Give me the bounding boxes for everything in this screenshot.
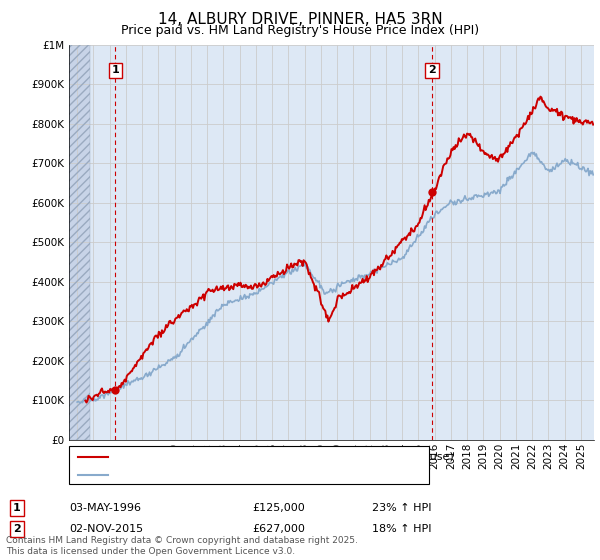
Bar	[69, 45, 90, 440]
Text: 14, ALBURY DRIVE, PINNER, HA5 3RN (semi-detached house): 14, ALBURY DRIVE, PINNER, HA5 3RN (semi-…	[114, 452, 454, 462]
Text: 18% ↑ HPI: 18% ↑ HPI	[372, 524, 431, 534]
Text: 2: 2	[428, 66, 436, 76]
Text: HPI: Average price, semi-detached house, Harrow: HPI: Average price, semi-detached house,…	[114, 470, 391, 480]
Text: 23% ↑ HPI: 23% ↑ HPI	[372, 503, 431, 513]
Text: £627,000: £627,000	[252, 524, 305, 534]
Text: 1: 1	[13, 503, 20, 513]
Text: 14, ALBURY DRIVE, PINNER, HA5 3RN: 14, ALBURY DRIVE, PINNER, HA5 3RN	[158, 12, 442, 27]
Text: Contains HM Land Registry data © Crown copyright and database right 2025.
This d: Contains HM Land Registry data © Crown c…	[6, 536, 358, 556]
Text: £125,000: £125,000	[252, 503, 305, 513]
Text: 02-NOV-2015: 02-NOV-2015	[69, 524, 143, 534]
Text: Price paid vs. HM Land Registry's House Price Index (HPI): Price paid vs. HM Land Registry's House …	[121, 24, 479, 37]
Text: 2: 2	[13, 524, 20, 534]
Text: 03-MAY-1996: 03-MAY-1996	[69, 503, 141, 513]
Bar	[69, 45, 90, 440]
Text: 1: 1	[111, 66, 119, 76]
